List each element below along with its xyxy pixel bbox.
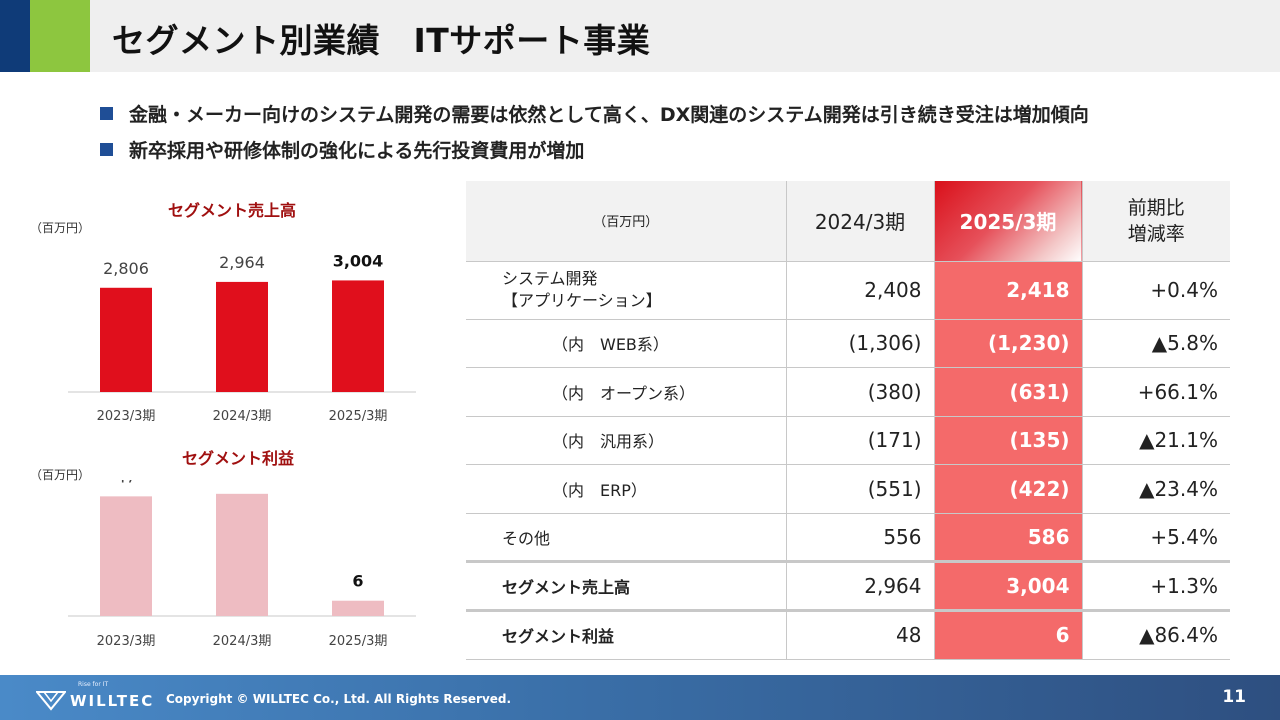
prev-value: 556 — [786, 513, 935, 563]
table-row: その他 556 586 +5.4% — [466, 513, 1230, 563]
table-row-total-sales: セグメント売上高 2,964 3,004 +1.3% — [466, 560, 1230, 612]
table-row: （内 オープン系） (380) (631) +66.1% — [466, 367, 1230, 417]
square-bullet-icon — [100, 106, 113, 120]
bullet-item: 新卒採用や研修体制の強化による先行投資費用が増加 — [100, 134, 1089, 164]
bullet-list: 金融・メーカー向けのシステム開発の需要は依然として高く、DX関連のシステム開発は… — [100, 98, 1089, 170]
current-value: (1,230) — [934, 319, 1083, 369]
profit-chart-unit: （百万円） — [30, 468, 91, 482]
ratio-value: ▲23.4% — [1082, 464, 1230, 514]
x-tick-label: 2025/3期 — [329, 634, 388, 649]
ratio-value: +66.1% — [1082, 367, 1230, 417]
sales-chart-unit: （百万円） — [30, 221, 91, 235]
x-tick-label: 2024/3期 — [213, 409, 272, 424]
ratio-value: ▲21.1% — [1082, 416, 1230, 466]
ratio-value: +0.4% — [1082, 261, 1230, 320]
bullet-text: 新卒採用や研修体制の強化による先行投資費用が増加 — [129, 139, 585, 162]
x-tick-label: 2025/3期 — [329, 409, 388, 424]
table-row-segment-profit: セグメント利益 48 6 ▲86.4% — [466, 609, 1230, 660]
copyright: Copyright © WILLTEC Co., Ltd. All Rights… — [166, 692, 512, 706]
ratio-value: +5.4% — [1082, 513, 1230, 563]
prev-value: 2,408 — [786, 261, 935, 320]
ratio-value: ▲5.8% — [1082, 319, 1230, 369]
x-tick-label: 2023/3期 — [97, 409, 156, 424]
col-current-header: 2025/3期 — [934, 181, 1083, 262]
row-label: セグメント利益 — [466, 609, 787, 660]
table-row: （内 ERP） (551) (422) ▲23.4% — [466, 464, 1230, 514]
prev-value: 2,964 — [786, 560, 935, 612]
prev-value: (1,306) — [786, 319, 935, 369]
prev-value: 48 — [786, 609, 935, 660]
current-value: 2,418 — [934, 261, 1083, 320]
company-logo: Rise for IT WILLTEC — [36, 681, 156, 715]
row-label: （内 オープン系） — [466, 367, 787, 417]
logo-tagline: Rise for IT — [78, 681, 109, 688]
results-table: （百万円） 2024/3期 2025/3期 前期比 増減率 システム開発 【アプ… — [466, 181, 1230, 660]
logo-mark-icon — [36, 691, 66, 711]
bar-2024/3期 — [216, 493, 268, 616]
col-ratio-header: 前期比 増減率 — [1082, 181, 1230, 262]
current-value: 586 — [934, 513, 1083, 563]
bar-2024/3期 — [216, 281, 268, 392]
table-row: （内 WEB系） (1,306) (1,230) ▲5.8% — [466, 319, 1230, 369]
sales-chart: 2,806 2023/3期 2,964 2024/3期 3,004 2025/3期 — [60, 240, 420, 430]
data-label: 3,004 — [333, 251, 384, 270]
row-label: （内 汎用系） — [466, 416, 787, 466]
data-label: 2,806 — [103, 259, 149, 278]
bullet-item: 金融・メーカー向けのシステム開発の需要は依然として高く、DX関連のシステム開発は… — [100, 98, 1089, 128]
footer-bar: Rise for IT WILLTEC Copyright © WILLTEC … — [0, 675, 1280, 720]
row-label-line2: 【アプリケーション】 — [502, 291, 662, 310]
title-accent-green — [30, 0, 90, 72]
data-label: 2,964 — [219, 253, 265, 272]
x-tick-label: 2023/3期 — [97, 634, 156, 649]
row-label: （内 ERP） — [466, 464, 787, 514]
title-accent-blue — [0, 0, 30, 72]
current-value: 6 — [934, 609, 1083, 660]
current-value: (422) — [934, 464, 1083, 514]
bar-2023/3期 — [100, 496, 152, 616]
data-label: 47 — [116, 480, 136, 486]
col-prev-header: 2024/3期 — [786, 181, 935, 262]
row-label: システム開発 【アプリケーション】 — [466, 261, 787, 320]
ratio-value: ▲86.4% — [1082, 609, 1230, 660]
page-title: セグメント別業績 ITサポート事業 — [112, 21, 651, 60]
bullet-text: 金融・メーカー向けのシステム開発の需要は依然として高く、DX関連のシステム開発は… — [129, 103, 1089, 126]
current-value: (631) — [934, 367, 1083, 417]
bar-2023/3期 — [100, 287, 152, 392]
current-value: (135) — [934, 416, 1083, 466]
ratio-value: +1.3% — [1082, 560, 1230, 612]
profit-chart-svg: 47 2023/3期 48 2024/3期 6 2025/3期 — [68, 480, 416, 649]
sales-chart-svg: 2,806 2023/3期 2,964 2024/3期 3,004 2025/3期 — [68, 251, 416, 424]
row-label: その他 — [466, 513, 787, 563]
data-label: 6 — [352, 572, 363, 591]
x-tick-label: 2024/3期 — [213, 634, 272, 649]
current-value: 3,004 — [934, 560, 1083, 612]
data-label: 48 — [232, 480, 252, 484]
table-row: システム開発 【アプリケーション】 2,408 2,418 +0.4% — [466, 261, 1230, 320]
square-bullet-icon — [100, 142, 113, 156]
row-label-line1: システム開発 — [502, 269, 598, 288]
title-bar: セグメント別業績 ITサポート事業 — [0, 0, 1280, 72]
row-label: セグメント売上高 — [466, 560, 787, 612]
ratio-header-line2: 増減率 — [1127, 222, 1185, 245]
bar-2025/3期 — [332, 600, 384, 616]
table-row: （内 汎用系） (171) (135) ▲21.1% — [466, 416, 1230, 466]
sales-chart-title: セグメント売上高 — [168, 201, 297, 220]
prev-value: (171) — [786, 416, 935, 466]
logo-wordmark: WILLTEC — [70, 692, 155, 710]
prev-value: (551) — [786, 464, 935, 514]
prev-value: (380) — [786, 367, 935, 417]
ratio-header-line1: 前期比 — [1127, 196, 1185, 219]
profit-chart-title: セグメント利益 — [182, 449, 295, 468]
table-header-row: （百万円） 2024/3期 2025/3期 前期比 増減率 — [466, 181, 1230, 262]
bar-2025/3期 — [332, 280, 384, 392]
row-label: （内 WEB系） — [466, 319, 787, 369]
table-unit: （百万円） — [466, 181, 787, 262]
profit-chart: 47 2023/3期 48 2024/3期 6 2025/3期 — [60, 480, 420, 655]
page-number: 11 — [1222, 687, 1246, 707]
